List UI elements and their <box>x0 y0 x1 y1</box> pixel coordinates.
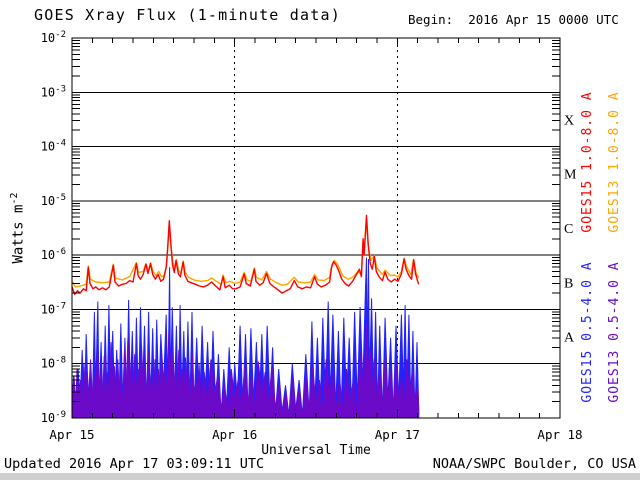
flux-class-a: A <box>564 331 575 346</box>
y-axis-label-base: Watts m <box>10 204 27 264</box>
y-tick-labels: 10-2 10-3 10-4 10-5 10-6 10-7 10-8 10-9 <box>41 30 66 425</box>
source-credit: NOAA/SWPC Boulder, CO USA <box>432 456 636 472</box>
flux-class-b: B <box>564 276 573 291</box>
flux-class-c: C <box>564 222 573 237</box>
updated-timestamp: Updated 2016 Apr 17 03:09:11 UTC <box>4 456 265 472</box>
x-tick-label: Apr 17 <box>375 427 420 442</box>
y-tick-label: 10-9 <box>41 410 66 425</box>
y-axis-label: Watts m-2 <box>9 169 27 287</box>
y-tick-label: 10-6 <box>41 247 66 262</box>
legend-goes13-0-5-4-0-a: GOES13 0.5-4.0 A <box>607 261 622 402</box>
y-tick-label: 10-8 <box>41 356 66 371</box>
flux-class-letters: X M C B A <box>564 113 577 345</box>
y-tick-label: 10-4 <box>41 139 66 154</box>
y-tick-label: 10-7 <box>41 301 66 316</box>
x-tick-label: Apr 16 <box>212 427 257 442</box>
series-goes15-1-0-8-0-a <box>72 214 420 295</box>
legend-goes13-1-0-8-0-a: GOES13 1.0-8.0 A <box>607 91 622 232</box>
series-goes13-0-5-4-0-a <box>72 325 420 418</box>
flux-class-m: M <box>564 168 577 183</box>
flux-class-x: X <box>564 113 574 128</box>
plot-frame <box>71 37 561 419</box>
page-title: GOES Xray Flux (1-minute data) <box>34 6 341 24</box>
begin-time-label: Begin: 2016 Apr 15 0000 UTC <box>408 12 619 27</box>
y-tick-label: 10-5 <box>41 193 66 208</box>
y-axis-label-exponent: -2 <box>9 192 20 205</box>
legend-goes15-0-5-4-0-a: GOES15 0.5-4.0 A <box>580 261 595 402</box>
y-tick-label: 10-2 <box>41 30 66 45</box>
window-edge-strip <box>0 473 640 480</box>
legend-goes15-1-0-8-0-a: GOES15 1.0-8.0 A <box>580 91 595 232</box>
y-tick-label: 10-3 <box>41 84 66 99</box>
x-tick-labels: Apr 15 Apr 16 Apr 17 Apr 18 <box>49 427 582 442</box>
series-layer <box>72 214 420 418</box>
x-tick-label: Apr 18 <box>537 427 582 442</box>
x-tick-label: Apr 15 <box>49 427 94 442</box>
legend: GOES15 1.0-8.0 A GOES13 1.0-8.0 A GOES15 0… <box>580 91 622 402</box>
x-axis-label: Universal Time <box>261 443 371 458</box>
axis-ticks <box>72 38 560 418</box>
